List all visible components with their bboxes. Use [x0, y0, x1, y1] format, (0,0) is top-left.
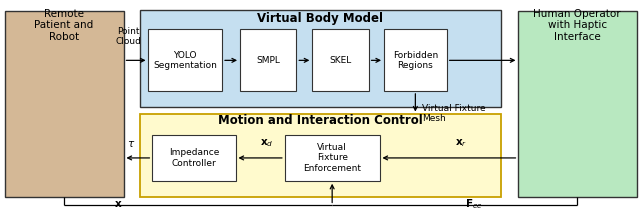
FancyBboxPatch shape	[5, 11, 124, 197]
FancyBboxPatch shape	[240, 29, 296, 91]
Text: SMPL: SMPL	[256, 56, 280, 65]
FancyBboxPatch shape	[518, 11, 637, 197]
Text: Human Operator
with Haptic
Interface: Human Operator with Haptic Interface	[534, 9, 621, 42]
Text: Virtual Fixture
Mesh: Virtual Fixture Mesh	[422, 104, 486, 123]
FancyBboxPatch shape	[152, 135, 236, 181]
FancyBboxPatch shape	[384, 29, 447, 91]
FancyBboxPatch shape	[285, 135, 380, 181]
Text: SKEL: SKEL	[330, 56, 351, 65]
FancyBboxPatch shape	[140, 114, 501, 197]
Text: Forbidden
Regions: Forbidden Regions	[393, 51, 438, 70]
Text: $\mathbf{F}_{ee}$: $\mathbf{F}_{ee}$	[465, 197, 483, 211]
Text: Virtual
Fixture
Enforcement: Virtual Fixture Enforcement	[303, 143, 361, 173]
Text: Motion and Interaction Control: Motion and Interaction Control	[218, 114, 422, 127]
Text: $\tau$: $\tau$	[127, 139, 135, 149]
FancyBboxPatch shape	[140, 10, 501, 107]
Text: YOLO
Segmentation: YOLO Segmentation	[154, 51, 217, 70]
Text: $\mathbf{x}$: $\mathbf{x}$	[114, 199, 123, 209]
Text: Impedance
Controller: Impedance Controller	[169, 148, 219, 168]
FancyBboxPatch shape	[148, 29, 222, 91]
Text: Remote
Patient and
Robot: Remote Patient and Robot	[35, 9, 93, 42]
Text: $\mathbf{x}_d$: $\mathbf{x}_d$	[260, 137, 273, 149]
Text: Virtual Body Model: Virtual Body Model	[257, 12, 383, 25]
FancyBboxPatch shape	[312, 29, 369, 91]
Text: $\mathbf{x}_r$: $\mathbf{x}_r$	[455, 137, 467, 149]
Text: Point
Cloud: Point Cloud	[115, 27, 141, 46]
